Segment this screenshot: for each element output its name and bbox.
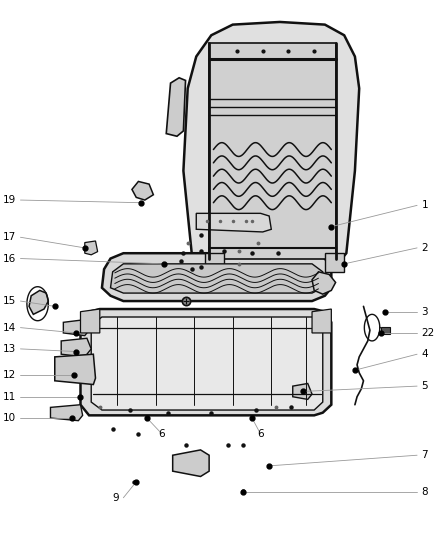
Text: 10: 10 <box>3 413 16 423</box>
Polygon shape <box>293 383 312 399</box>
Polygon shape <box>55 354 95 384</box>
Polygon shape <box>102 253 331 301</box>
Bar <box>381 327 390 334</box>
Text: 5: 5 <box>421 381 428 391</box>
Text: 15: 15 <box>3 296 16 306</box>
Polygon shape <box>29 290 48 314</box>
Polygon shape <box>110 264 323 293</box>
Polygon shape <box>205 253 224 272</box>
Polygon shape <box>196 213 271 232</box>
Polygon shape <box>132 181 153 200</box>
Text: 4: 4 <box>421 349 428 359</box>
Polygon shape <box>64 320 89 336</box>
Text: 11: 11 <box>3 392 16 402</box>
Polygon shape <box>81 309 331 415</box>
Polygon shape <box>184 22 359 269</box>
Polygon shape <box>91 317 323 410</box>
Polygon shape <box>81 309 100 333</box>
Text: 17: 17 <box>3 232 16 243</box>
Polygon shape <box>325 253 344 272</box>
Text: 1: 1 <box>421 200 428 211</box>
Text: 6: 6 <box>257 429 264 439</box>
Text: 19: 19 <box>3 195 16 205</box>
Polygon shape <box>50 405 83 421</box>
Polygon shape <box>85 241 98 255</box>
Polygon shape <box>166 78 186 136</box>
Text: 8: 8 <box>421 488 428 497</box>
Text: 12: 12 <box>3 370 16 381</box>
Text: 3: 3 <box>421 306 428 317</box>
Text: 7: 7 <box>421 450 428 460</box>
Text: 13: 13 <box>3 344 16 354</box>
Text: 22: 22 <box>421 328 434 338</box>
Text: 2: 2 <box>421 243 428 253</box>
Text: 14: 14 <box>3 322 16 333</box>
Text: 9: 9 <box>113 492 119 503</box>
Polygon shape <box>173 450 209 477</box>
Polygon shape <box>312 272 336 294</box>
Polygon shape <box>61 338 91 357</box>
Polygon shape <box>312 309 331 333</box>
Text: 16: 16 <box>3 254 16 263</box>
Text: 6: 6 <box>159 429 165 439</box>
Polygon shape <box>209 43 336 259</box>
